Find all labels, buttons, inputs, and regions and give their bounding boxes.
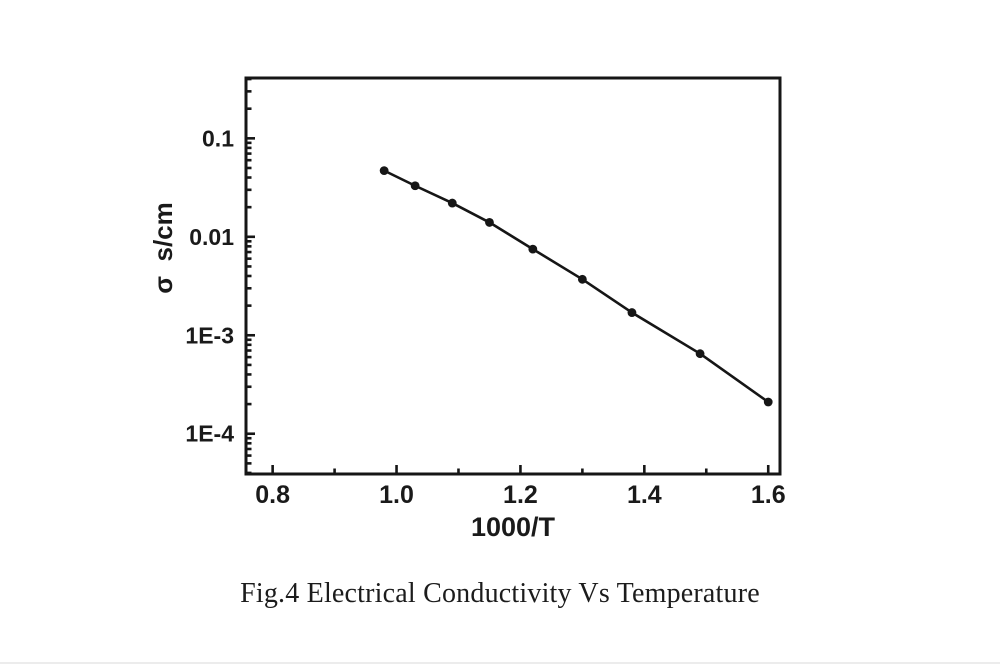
x-tick-label: 1.2 bbox=[503, 481, 538, 509]
plot-border bbox=[244, 76, 782, 476]
data-point bbox=[410, 181, 420, 191]
data-point bbox=[695, 349, 705, 359]
y-axis-title: σ s/cm bbox=[148, 202, 178, 294]
data-point bbox=[627, 308, 637, 317]
y-tick-label: 0.01 bbox=[189, 224, 234, 250]
data-line bbox=[382, 169, 770, 404]
data-point bbox=[485, 218, 494, 227]
bottom-divider bbox=[0, 662, 1000, 664]
x-tick-label: 1.6 bbox=[751, 481, 786, 509]
x-axis-title: 1000/T bbox=[471, 512, 556, 542]
data-point bbox=[528, 244, 538, 254]
x-tick-label: 0.8 bbox=[255, 481, 290, 509]
data-point bbox=[763, 397, 773, 407]
data-point bbox=[447, 198, 457, 208]
y-tick-label: 1E-3 bbox=[185, 322, 234, 348]
y-tick-label: 0.1 bbox=[202, 125, 234, 151]
figure-caption: Fig.4 Electrical Conductivity Vs Tempera… bbox=[240, 578, 760, 609]
data-point bbox=[577, 274, 587, 284]
x-tick-label: 1.4 bbox=[627, 481, 662, 509]
data-point bbox=[379, 166, 389, 176]
y-tick-label: 1E-4 bbox=[185, 421, 234, 447]
x-tick-label: 1.0 bbox=[379, 481, 414, 509]
